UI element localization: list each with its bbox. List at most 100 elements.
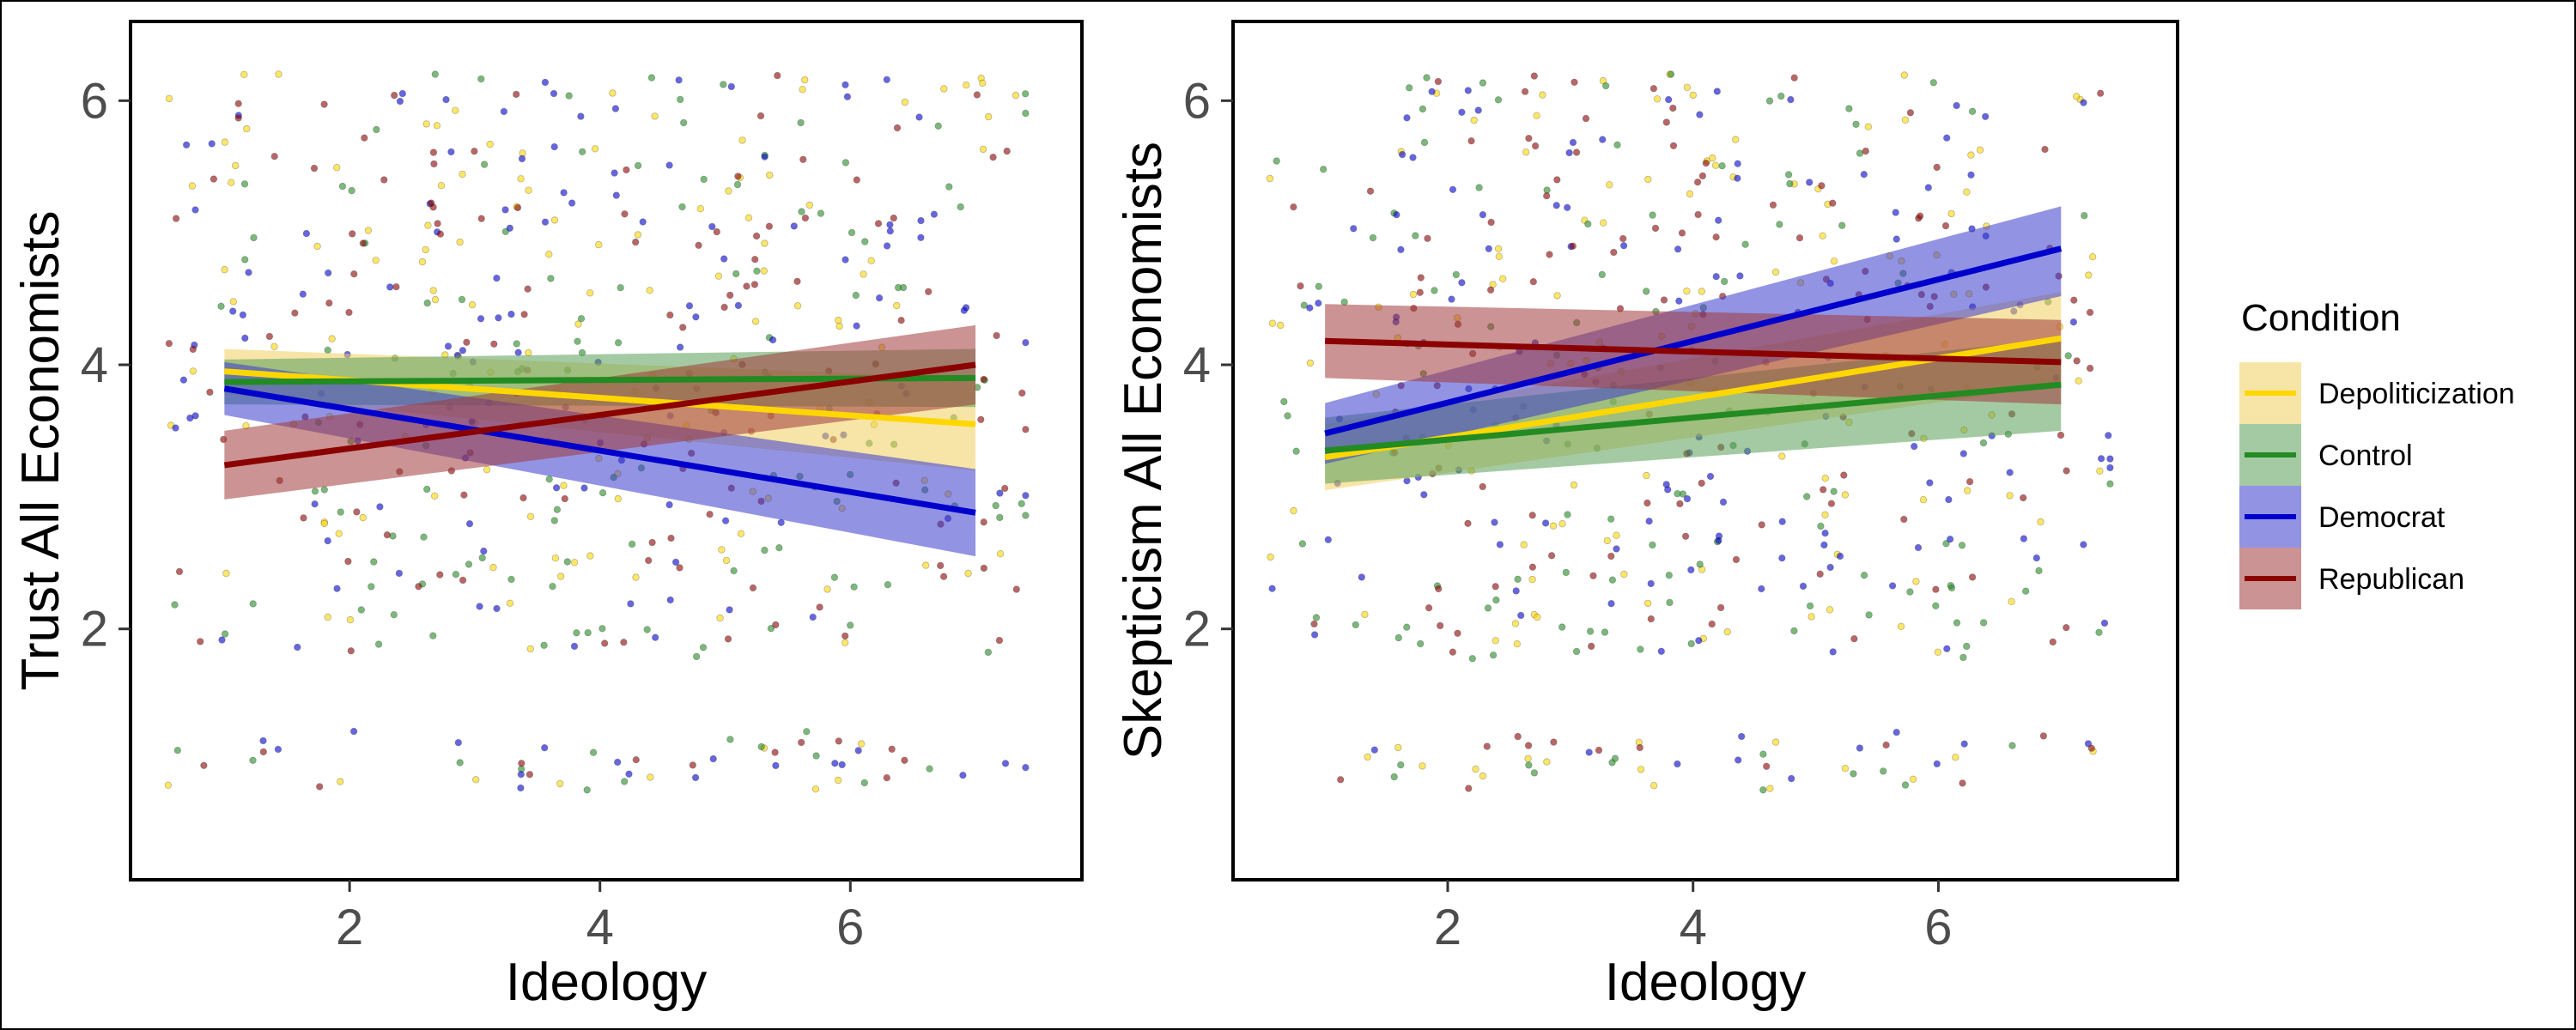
scatter-point	[1942, 540, 1950, 548]
scatter-point	[1968, 573, 1977, 581]
scatter-point	[1611, 754, 1619, 762]
scatter-point	[1018, 389, 1026, 397]
scatter-point	[228, 179, 235, 186]
plot-border-trust	[129, 20, 1084, 882]
scatter-point	[1558, 623, 1566, 631]
scatter-point	[316, 783, 324, 791]
x-tick-label: 2	[336, 900, 363, 955]
scatter-point	[1762, 762, 1771, 770]
scatter-point	[979, 79, 987, 87]
scatter-point	[1417, 274, 1425, 282]
scatter-point	[940, 85, 948, 93]
scatter-point	[1409, 290, 1418, 299]
scatter-point	[1678, 229, 1686, 237]
scatter-point	[750, 281, 759, 288]
scatter-point	[1777, 92, 1785, 100]
scatter-point	[1528, 563, 1537, 571]
scatter-point	[1403, 623, 1411, 631]
scatter-point	[1586, 627, 1595, 635]
scatter-point	[324, 536, 331, 545]
scatter-point	[526, 512, 535, 520]
scatter-point	[221, 630, 229, 638]
scatter-point	[1929, 79, 1937, 87]
scatter-point	[598, 625, 606, 633]
scatter-point	[391, 91, 398, 100]
scatter-point	[1819, 486, 1827, 494]
scatter-point	[677, 95, 684, 104]
legend-label: Republican	[2318, 563, 2464, 596]
scatter-point	[191, 206, 199, 214]
scatter-point	[1912, 578, 1920, 585]
scatter-point	[1933, 163, 1941, 172]
scatter-point	[1425, 604, 1433, 612]
scatter-point	[478, 554, 486, 562]
scatter-point	[811, 785, 820, 793]
scatter-point	[1416, 639, 1425, 648]
scatter-point	[196, 638, 204, 645]
scatter-point	[1541, 519, 1550, 527]
scatter-point	[1830, 258, 1838, 265]
scatter-point	[357, 606, 365, 614]
scatter-point	[513, 203, 522, 212]
scatter-point	[609, 89, 617, 97]
scatter-point	[1584, 220, 1592, 228]
scatter-point	[477, 75, 485, 83]
scatter-point	[486, 140, 494, 148]
scatter-point	[2019, 494, 2027, 502]
scatter-point	[793, 277, 801, 285]
scatter-point	[2039, 732, 2048, 740]
scatter-point	[520, 311, 528, 318]
confidence-bands-skepticism	[1325, 206, 2062, 491]
scatter-point	[1599, 136, 1607, 143]
scatter-point	[1681, 532, 1690, 540]
scatter-point	[429, 148, 438, 156]
scatter-point	[1563, 203, 1571, 211]
scatter-point	[1434, 77, 1443, 86]
scatter-point	[349, 230, 356, 238]
scatter-point	[1498, 275, 1507, 282]
scatter-point	[442, 95, 450, 104]
y-axis-ticks-trust: 2 4 6	[81, 73, 131, 657]
scatter-point	[241, 334, 249, 342]
scatter-point	[229, 298, 237, 306]
scatter-point	[989, 153, 997, 161]
scatter-point	[344, 557, 352, 566]
scatter-point	[1734, 756, 1742, 764]
scatter-point	[652, 633, 659, 641]
scatter-point	[221, 138, 229, 146]
scatter-point	[676, 343, 684, 351]
scatter-point	[934, 122, 942, 130]
scatter-point	[1284, 412, 1291, 420]
scatter-point	[1319, 165, 1327, 173]
scatter-point	[551, 554, 560, 562]
scatter-point	[1799, 582, 1807, 591]
scatter-point	[241, 256, 249, 264]
scatter-point	[1698, 479, 1705, 488]
scatter-point	[1369, 233, 1377, 242]
scatter-point	[1649, 782, 1658, 790]
scatter-point	[1932, 602, 1940, 609]
scatter-point	[1315, 282, 1322, 290]
scatter-point	[2037, 518, 2044, 526]
scatter-point	[915, 113, 923, 121]
scatter-point	[1424, 234, 1431, 242]
scatter-point	[1599, 76, 1607, 85]
scatter-point	[206, 388, 214, 397]
scatter-point	[771, 748, 779, 756]
scatter-point	[1976, 146, 1984, 154]
scatter-point	[772, 621, 780, 629]
scatter-point	[1495, 252, 1503, 260]
scatter-point	[1412, 232, 1419, 239]
scatter-point	[734, 301, 743, 310]
scatter-point	[1662, 118, 1670, 126]
scatter-point	[1525, 134, 1533, 142]
scatter-point	[1467, 136, 1475, 145]
scatter-point	[732, 270, 740, 278]
legend-label: Depoliticization	[2318, 378, 2515, 410]
scatter-point	[676, 564, 683, 572]
scatter-point	[1674, 490, 1681, 498]
scatter-point	[1696, 111, 1704, 118]
scatter-point	[1312, 614, 1321, 621]
scatter-point	[899, 283, 908, 292]
scatter-point	[857, 740, 866, 748]
